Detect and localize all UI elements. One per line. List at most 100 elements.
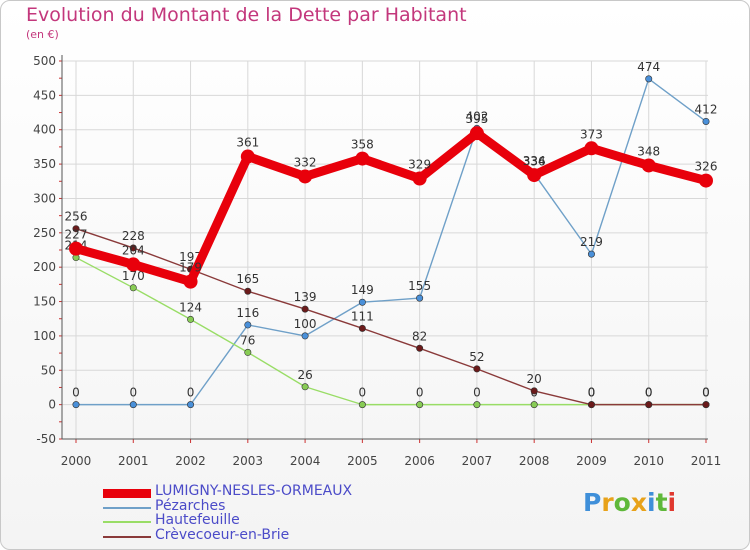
data-label: 0	[645, 386, 653, 400]
data-point	[530, 401, 538, 409]
legend-label: LUMIGNY-NESLES-ORMEAUX	[155, 483, 353, 499]
data-point	[244, 321, 252, 329]
data-label: 26	[297, 368, 312, 382]
legend-label: Pézarches	[155, 498, 226, 514]
series-line	[75, 227, 707, 406]
logo-letter: i	[647, 488, 656, 517]
data-label: 76	[240, 333, 255, 347]
data-point	[187, 315, 195, 323]
data-label: 204	[122, 243, 145, 257]
series-line	[75, 78, 707, 406]
data-label: 474	[637, 60, 660, 74]
data-point	[301, 305, 309, 313]
y-tick-label: 400	[33, 123, 56, 137]
data-point	[473, 401, 481, 409]
data-point	[69, 241, 83, 256]
data-label: 412	[695, 102, 718, 116]
data-point	[416, 294, 424, 302]
data-label: 170	[122, 269, 145, 283]
data-point	[416, 344, 424, 352]
y-tick-label: 50	[41, 363, 56, 377]
data-point	[358, 298, 366, 306]
data-point	[641, 158, 656, 173]
x-tick-label: 2007	[462, 454, 493, 468]
data-point	[126, 257, 141, 272]
data-label: 228	[122, 229, 145, 243]
data-label: 0	[72, 386, 80, 400]
y-tick-label: 450	[33, 88, 56, 102]
data-point	[469, 126, 484, 141]
data-point	[240, 149, 255, 164]
series-line	[71, 128, 711, 287]
x-tick-label: 2006	[404, 454, 435, 468]
data-label: 155	[408, 279, 431, 293]
data-label: 149	[351, 283, 374, 297]
data-label: 373	[580, 127, 603, 141]
logo-letter: t	[655, 488, 668, 517]
data-point	[645, 75, 653, 83]
x-tick-label: 2008	[519, 454, 550, 468]
data-point	[412, 171, 427, 186]
legend-swatch	[103, 536, 151, 538]
data-label: 395	[465, 112, 488, 126]
data-label: 179	[179, 261, 202, 275]
data-point	[702, 117, 710, 125]
data-label: 402	[465, 109, 488, 123]
data-label: 0	[702, 386, 710, 400]
logo-letter: o	[613, 488, 631, 517]
data-label: 0	[473, 386, 481, 400]
legend-label: Crèvecoeur-en-Brie	[155, 527, 290, 543]
legend-swatch	[103, 521, 151, 523]
data-point	[129, 284, 137, 292]
data-label: 0	[129, 386, 137, 400]
data-label: 0	[588, 386, 596, 400]
data-point	[129, 401, 137, 409]
data-label: 100	[294, 317, 317, 331]
data-label: 116	[236, 306, 259, 320]
x-tick-label: 2009	[576, 454, 607, 468]
data-point	[473, 365, 481, 373]
data-point	[584, 141, 599, 156]
data-label: 334	[523, 154, 546, 168]
logo-letter: x	[630, 488, 647, 517]
y-tick-label: 350	[33, 157, 56, 171]
data-label: 219	[580, 235, 603, 249]
y-tick-label: 100	[33, 329, 56, 343]
data-point	[183, 274, 198, 289]
data-label: 0	[588, 386, 596, 400]
y-tick-label: 500	[33, 54, 56, 68]
data-label: 332	[294, 155, 317, 169]
y-tick-label: -50	[36, 432, 56, 446]
series-pezarches: 0 0 0 116 100 149 155 402 336 219 474 412	[72, 60, 718, 409]
data-point	[699, 173, 713, 188]
legend-swatch	[103, 488, 151, 498]
data-point	[301, 332, 309, 340]
data-label: 0	[416, 386, 424, 400]
data-label: 52	[469, 350, 484, 364]
data-label: 361	[236, 136, 259, 150]
legend-swatch	[103, 507, 151, 509]
data-label: 0	[187, 386, 195, 400]
data-label: 20	[527, 372, 542, 386]
data-point	[358, 401, 366, 409]
y-tick-label: 300	[33, 191, 56, 205]
data-point	[702, 401, 710, 409]
data-label: 165	[236, 272, 259, 286]
data-point	[301, 383, 309, 391]
x-tick-label: 2004	[290, 454, 321, 468]
x-tick-label: 2003	[233, 454, 264, 468]
y-tick-label: 250	[33, 226, 56, 240]
y-axis-unit: (en €)	[26, 28, 59, 41]
x-tick-label: 2002	[175, 454, 206, 468]
data-point	[244, 287, 252, 295]
x-tick-label: 2000	[61, 454, 92, 468]
data-label: 0	[645, 386, 653, 400]
data-point	[129, 244, 137, 252]
data-point	[187, 401, 195, 409]
x-tick-label: 2011	[691, 454, 722, 468]
data-point	[645, 401, 653, 409]
data-label: 256	[65, 210, 88, 224]
